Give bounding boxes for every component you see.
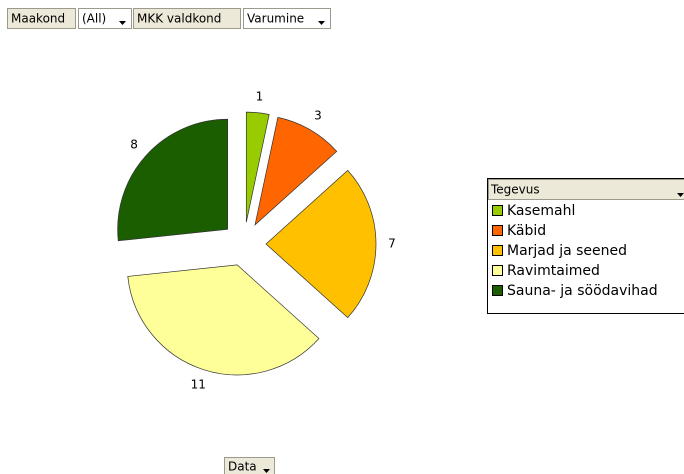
legend — [487, 178, 684, 314]
data-field-label: Data — [228, 460, 257, 474]
field-value: (All) — [82, 12, 106, 26]
pie-slice — [117, 118, 229, 242]
data-label: 1 — [256, 89, 264, 103]
data-label: 8 — [130, 137, 138, 151]
data-label: 7 — [388, 237, 396, 251]
legend-title: Tegevus — [490, 183, 540, 197]
field-button[interactable] — [7, 8, 76, 29]
legend-swatch — [492, 285, 503, 296]
field-value: Varumine — [247, 12, 304, 26]
data-label: 3 — [314, 108, 322, 122]
pie-slice — [254, 116, 338, 226]
dropdown-arrow — [119, 21, 126, 25]
legend-label: Sauna- ja söödavihad — [507, 283, 658, 299]
legend-label: Käbid — [507, 223, 546, 239]
field-dropdown[interactable] — [78, 8, 132, 29]
legend-label: Ravimtaimed — [507, 263, 600, 279]
data-field-button[interactable] — [224, 457, 275, 474]
data-label: 11 — [191, 377, 206, 391]
dropdown-arrow — [318, 21, 325, 25]
legend-swatch — [492, 265, 503, 276]
legend-swatch — [492, 225, 503, 236]
legend-swatch — [492, 205, 503, 216]
field-name: MKK valdkond — [137, 12, 221, 26]
dropdown-arrow — [263, 469, 270, 473]
field-dropdown[interactable] — [243, 8, 331, 29]
pie-slice — [245, 111, 270, 223]
field-button[interactable] — [133, 8, 241, 29]
legend-swatch — [492, 245, 503, 256]
legend-label: Kasemahl — [507, 203, 575, 219]
legend-label: Marjad ja seened — [507, 243, 627, 259]
dropdown-arrow — [677, 193, 684, 197]
legend-header[interactable] — [488, 179, 684, 200]
pie-slice — [265, 169, 377, 319]
field-name: Maakond — [11, 12, 65, 26]
pie-slice — [127, 264, 320, 376]
